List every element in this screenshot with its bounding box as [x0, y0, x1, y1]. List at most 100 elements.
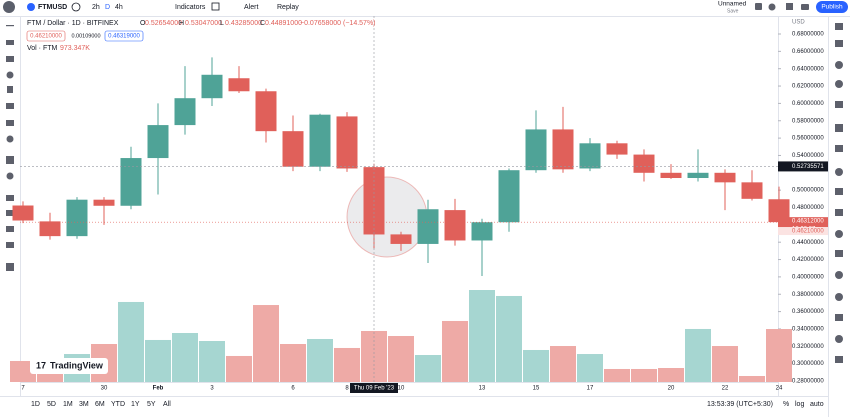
volume-bar — [280, 344, 306, 382]
volume-bar — [442, 320, 468, 382]
candle-body — [147, 125, 169, 159]
x-tick-label: 15 — [533, 386, 540, 392]
range-button[interactable]: YTD — [111, 401, 125, 408]
percent-toggle[interactable]: % — [783, 401, 789, 408]
buy-box[interactable] — [104, 30, 144, 42]
volume-bar — [766, 329, 792, 382]
candle-body — [417, 209, 439, 244]
candle-body — [498, 170, 520, 223]
x-tick-label: 8 — [345, 386, 349, 392]
candle-body — [768, 199, 790, 223]
candle-body — [174, 98, 196, 126]
y-tick-label: 0.58000000 — [792, 118, 824, 124]
x-tick-label: 13 — [479, 386, 486, 392]
y-tick-label: 0.50000000 — [792, 188, 824, 194]
publish-label[interactable]: Publish — [821, 4, 843, 11]
x-tick-label: 24 — [776, 386, 783, 392]
candle-body — [228, 78, 250, 92]
volume-bar — [334, 347, 360, 382]
candle-body — [39, 221, 61, 237]
currency[interactable]: USD — [792, 20, 805, 26]
y-tick-label: 0.38000000 — [792, 292, 824, 298]
x-tick-label: 3 — [210, 386, 214, 392]
interval[interactable]: D — [105, 4, 110, 11]
candle-body — [687, 172, 709, 179]
candle-body — [660, 172, 682, 179]
x-tick-label: 7 — [21, 386, 25, 392]
legend-value: 0.53047000 — [185, 20, 222, 27]
sell-box[interactable] — [26, 30, 66, 42]
layout-name[interactable]: Unnamed — [718, 1, 747, 8]
candle-body — [255, 91, 277, 132]
candle-body — [606, 143, 628, 155]
legend-value: 0.44891000 — [265, 20, 302, 27]
x-tick-label: 10 — [398, 386, 405, 392]
volume-bar — [604, 368, 630, 382]
volume-bar — [307, 338, 333, 382]
candle-body — [714, 172, 736, 183]
x-tick-label: 20 — [668, 386, 675, 392]
logo-mark: 17 — [36, 360, 46, 370]
candle-body — [12, 205, 34, 221]
candle-body — [633, 154, 655, 173]
indicators-button[interactable]: Indicators — [175, 4, 206, 11]
y-tick-label: 0.40000000 — [792, 274, 824, 280]
right-tools[interactable] — [835, 23, 843, 363]
alert-button[interactable]: Alert — [244, 4, 258, 11]
candle-body — [471, 222, 493, 241]
y-tick-label: 0.36000000 — [792, 309, 824, 315]
range-button[interactable]: 5D — [47, 401, 56, 408]
layout-state: Save — [727, 8, 739, 14]
bid[interactable]: 0.46210000 — [30, 34, 62, 40]
y-tick-label: 0.66000000 — [792, 49, 824, 55]
volume-bar — [226, 355, 252, 382]
bid-price: 0.46210000 — [792, 229, 824, 235]
log-toggle[interactable]: log — [795, 401, 804, 408]
interval[interactable]: 4h — [115, 4, 123, 11]
range-button[interactable]: 5Y — [147, 401, 156, 408]
add-symbol[interactable] — [71, 2, 81, 12]
symbol[interactable]: FTMUSD — [38, 4, 67, 11]
volume-bar — [469, 290, 495, 382]
legend-key: H — [179, 20, 184, 27]
replay-button[interactable]: Replay — [277, 4, 299, 11]
avatar[interactable] — [3, 1, 15, 13]
range-button[interactable]: 3M — [79, 401, 89, 408]
candle-body — [201, 74, 223, 99]
range-button[interactable]: 6M — [95, 401, 105, 408]
symbol-icon — [27, 3, 35, 11]
volume-title: Vol · FTM — [27, 45, 58, 52]
volume-bar — [496, 295, 522, 382]
legend-title: FTM / Dollar · 1D · BITFINEX — [27, 20, 119, 27]
candle-body — [309, 114, 331, 167]
publish-button[interactable] — [816, 1, 848, 13]
volume-bar — [523, 349, 549, 382]
x-tick-label: Feb — [153, 386, 164, 392]
volume-bar — [658, 368, 684, 382]
y-tick-label: 0.30000000 — [792, 361, 824, 367]
range-button[interactable]: 1M — [63, 401, 73, 408]
ask[interactable]: 0.46319000 — [108, 34, 140, 40]
y-tick-label: 0.32000000 — [792, 344, 824, 350]
candle-body — [282, 131, 304, 167]
y-tick-label: 0.68000000 — [792, 32, 824, 38]
legend-value: 0.43285000 — [225, 20, 262, 27]
range-button[interactable]: 1D — [31, 401, 40, 408]
y-tick-label: 0.44000000 — [792, 240, 824, 246]
range-button[interactable]: All — [163, 401, 171, 408]
volume-bar — [145, 339, 171, 382]
candle-body — [120, 158, 142, 206]
volume-bar — [118, 301, 144, 382]
y-tick-label: 0.54000000 — [792, 153, 824, 159]
x-tick-label: 6 — [291, 386, 295, 392]
candle-body — [579, 143, 601, 169]
volume-bar — [577, 354, 603, 382]
y-tick-label: 0.34000000 — [792, 327, 824, 333]
layouts-button[interactable] — [211, 2, 220, 11]
logo: TradingView — [50, 360, 104, 370]
interval[interactable]: 2h — [92, 4, 100, 11]
auto-toggle[interactable]: auto — [810, 401, 824, 408]
left-tools[interactable] — [6, 25, 14, 271]
candle-body — [741, 182, 763, 199]
range-button[interactable]: 1Y — [131, 401, 140, 408]
